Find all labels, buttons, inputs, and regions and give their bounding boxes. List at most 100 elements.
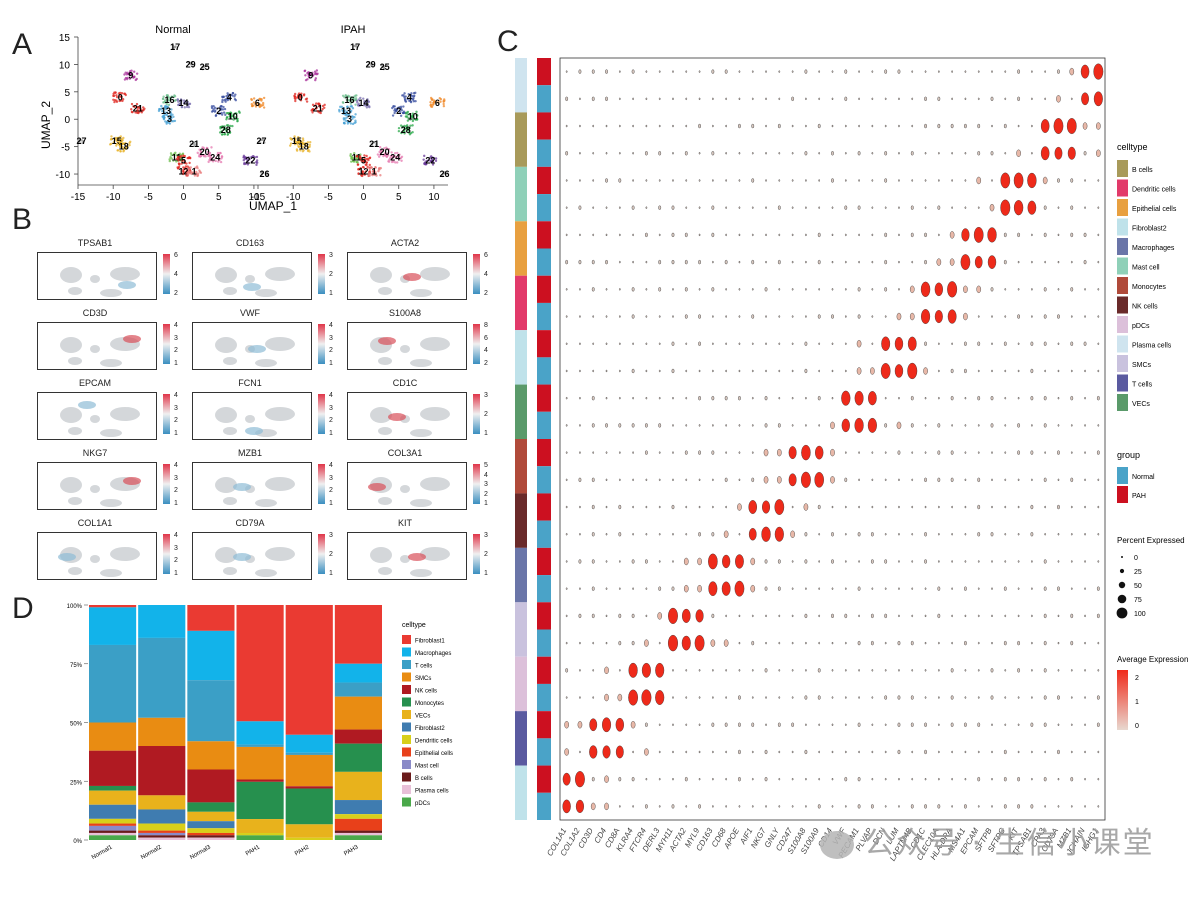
dot-plot-point bbox=[1031, 641, 1033, 645]
legend-swatch-group bbox=[1117, 486, 1128, 503]
umap-cell-point bbox=[172, 46, 176, 50]
umap-cell-point bbox=[371, 170, 374, 173]
dot-plot-point bbox=[884, 97, 887, 101]
bar-segment bbox=[187, 811, 235, 822]
umap-cell-point bbox=[217, 160, 220, 163]
feature-cell-cluster bbox=[60, 267, 82, 283]
dot-plot-point bbox=[1070, 669, 1073, 672]
dot-plot-point bbox=[830, 476, 835, 484]
dot-plot-point bbox=[631, 287, 635, 292]
feature-cell-cluster bbox=[255, 499, 277, 507]
umap-cell-point bbox=[414, 91, 417, 95]
legend-label-celltype: Dendritic cells bbox=[1132, 187, 1176, 194]
dot-plot-point bbox=[605, 478, 608, 482]
dot-plot-point bbox=[592, 451, 595, 454]
dot-plot-point bbox=[991, 777, 993, 781]
dot-plot-point bbox=[685, 805, 688, 808]
dot-plot-point bbox=[991, 560, 993, 563]
dot-plot-point bbox=[1097, 233, 1100, 237]
umap-cell-point bbox=[250, 98, 253, 102]
umap-cell-point bbox=[362, 104, 366, 107]
dot-plot-point bbox=[818, 533, 821, 536]
umap-cluster-label: 9 bbox=[128, 70, 133, 80]
group-annotation-bar bbox=[537, 547, 551, 576]
dot-plot-point bbox=[871, 723, 874, 726]
dot-plot-point bbox=[871, 70, 874, 73]
dot-plot-point bbox=[738, 233, 741, 237]
dot-plot-point bbox=[911, 124, 914, 128]
feature-cell-cluster bbox=[60, 477, 82, 493]
dot-plot-point bbox=[618, 613, 622, 619]
umap-cluster-label: 15 bbox=[112, 136, 122, 146]
umap-cell-point bbox=[221, 108, 225, 111]
dot-plot-point bbox=[712, 478, 714, 482]
umap-cell-point bbox=[128, 143, 131, 147]
feature-cell-cluster bbox=[245, 555, 255, 563]
umap-cluster-label: 0 bbox=[298, 92, 303, 102]
dot-plot-point bbox=[764, 776, 768, 782]
dot-plot-point bbox=[1084, 669, 1086, 672]
bar-segment bbox=[334, 832, 382, 836]
dot-plot-point bbox=[1004, 451, 1007, 454]
bar-legend-label: Macrophages bbox=[415, 651, 451, 657]
feature-cell-cluster bbox=[400, 345, 410, 353]
dot-plot-point bbox=[618, 532, 622, 537]
dot-plot-point bbox=[964, 640, 967, 646]
dot-plot-point bbox=[1084, 696, 1086, 699]
dot-plot-point bbox=[671, 804, 675, 809]
dot-plot-point bbox=[1000, 199, 1011, 216]
dot-plot-point bbox=[1027, 172, 1037, 189]
feature-cell-cluster bbox=[265, 477, 295, 491]
dot-plot-point bbox=[645, 97, 648, 101]
dot-plot-point bbox=[1057, 586, 1060, 591]
dot-plot-point bbox=[858, 696, 860, 699]
legend-label-average: 2 bbox=[1135, 675, 1139, 682]
dot-plot-point bbox=[858, 478, 860, 482]
umap-cell-point bbox=[163, 111, 167, 114]
feature-plot-frame bbox=[37, 322, 157, 370]
dot-plot-point bbox=[565, 369, 568, 373]
feature-plot: CD79A 3 2 1 bbox=[190, 518, 345, 588]
feature-scale-label: 4 bbox=[329, 462, 333, 469]
dot-plot-point bbox=[605, 423, 608, 428]
umap-cell-point bbox=[375, 142, 378, 146]
dot-plot-point bbox=[898, 396, 900, 400]
dot-plot-point bbox=[645, 423, 648, 428]
dot-plot-point bbox=[631, 776, 635, 782]
dot-plot-point bbox=[565, 179, 568, 182]
bar-segment bbox=[187, 769, 235, 803]
dot-plot-point bbox=[951, 424, 953, 427]
umap-cell-point bbox=[162, 117, 166, 121]
dot-plot-point bbox=[870, 640, 874, 646]
umap-cell-point bbox=[163, 101, 166, 104]
umap-cell-point bbox=[432, 156, 435, 160]
bar-segment bbox=[285, 605, 333, 735]
dot-plot-point bbox=[645, 804, 648, 809]
feature-expression-highlight bbox=[233, 553, 251, 561]
umap-cell-point bbox=[222, 111, 226, 114]
dot-plot-point bbox=[937, 205, 941, 210]
umap-cell-point bbox=[432, 99, 436, 102]
dot-plot-point bbox=[818, 179, 821, 182]
bar-segment bbox=[89, 818, 137, 824]
dot-plot-point bbox=[738, 315, 741, 318]
dot-plot-point bbox=[619, 97, 621, 101]
dot-plot-point bbox=[1057, 206, 1060, 209]
dot-plot-point bbox=[658, 750, 661, 754]
umap-cell-point bbox=[414, 99, 417, 103]
feature-cell-cluster bbox=[215, 547, 237, 563]
umap-cell-point bbox=[168, 159, 171, 163]
dot-plot-point bbox=[937, 804, 941, 809]
umap-cell-point bbox=[378, 166, 381, 170]
feature-cell-cluster bbox=[410, 359, 432, 367]
dot-plot-point bbox=[1084, 560, 1086, 563]
dot-plot-point bbox=[710, 639, 716, 647]
umap-cell-point bbox=[175, 160, 178, 163]
dot-plot-point bbox=[884, 315, 887, 318]
umap-cell-point bbox=[318, 105, 322, 108]
dot-plot-point bbox=[658, 342, 661, 345]
dot-plot-point bbox=[738, 478, 741, 482]
dot-plot-point bbox=[672, 560, 674, 563]
umap-cell-point bbox=[344, 94, 348, 98]
umap-cell-point bbox=[366, 166, 369, 170]
